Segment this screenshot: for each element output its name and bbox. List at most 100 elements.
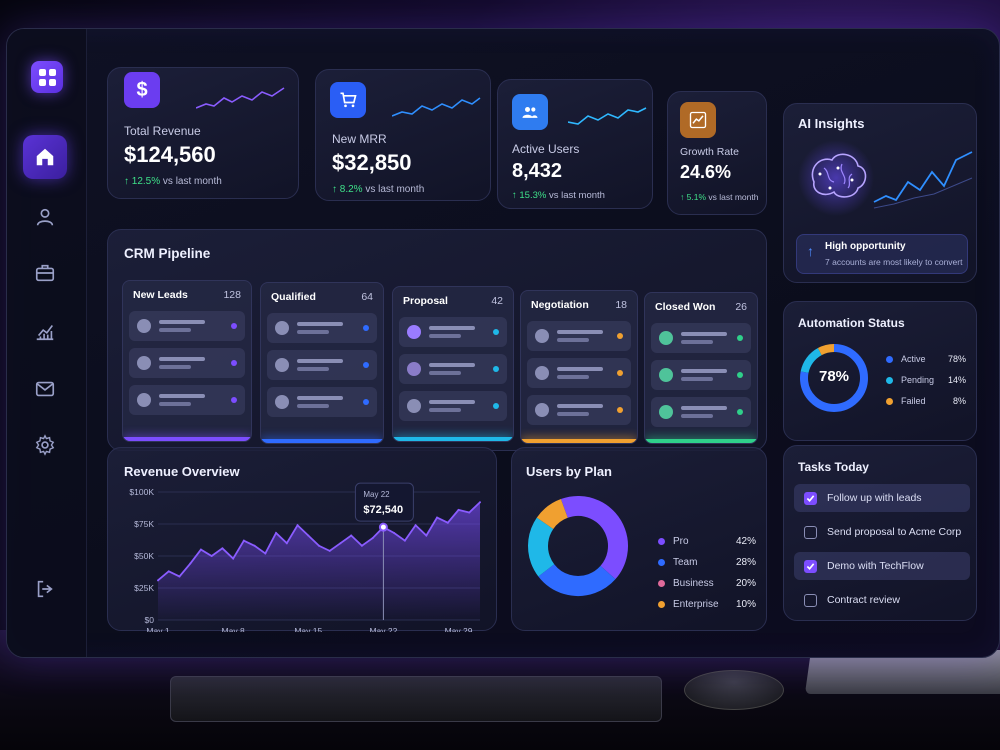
apps-logo-button[interactable] (31, 61, 63, 93)
revenue-data-point[interactable] (403, 539, 406, 542)
pipeline-deal-card[interactable] (267, 313, 377, 343)
pipeline-deal-card[interactable] (527, 395, 631, 425)
opportunity-text: 7 accounts are most likely to convert (825, 257, 963, 267)
task-checkbox[interactable] (804, 593, 817, 607)
pipeline-deal-card[interactable] (399, 317, 507, 347)
revenue-data-point[interactable] (339, 542, 342, 545)
task-checkbox[interactable] (804, 491, 817, 505)
users-sparkline (568, 107, 647, 125)
task-item[interactable]: Follow up with leads (794, 484, 970, 512)
revenue-tooltip: May 22 $72,540 (354, 482, 414, 522)
revenue-data-point[interactable] (414, 524, 417, 527)
revenue-data-point[interactable] (167, 570, 170, 573)
revenue-data-point[interactable] (468, 511, 471, 514)
task-item[interactable]: Demo with TechFlow (794, 552, 970, 580)
plans-title: Users by Plan (526, 464, 612, 479)
pipeline-column-count: 128 (223, 289, 241, 301)
pipeline-deal-card[interactable] (129, 348, 245, 378)
revenue-data-point[interactable] (350, 534, 353, 537)
kpi-card-total-revenue[interactable]: $ Total Revenue $124,560 ↑ 12.5% vs last… (107, 67, 299, 199)
pipeline-deal-card[interactable] (651, 397, 751, 427)
apps-grid-icon (38, 68, 56, 86)
task-label: Contract review (827, 594, 900, 606)
revenue-data-point[interactable] (242, 539, 245, 542)
revenue-data-point[interactable] (221, 547, 224, 550)
opportunity-banner[interactable]: ↑ High opportunity 7 accounts are most l… (796, 234, 968, 274)
ai-insights-card[interactable]: AI Insights ↑ High opportunity 7 account… (783, 103, 977, 283)
revenue-data-point[interactable] (253, 544, 256, 547)
revenue-data-point[interactable] (178, 575, 181, 578)
users-by-plan-donut[interactable] (526, 494, 630, 598)
revenue-data-point[interactable] (199, 548, 202, 551)
status-dot (363, 362, 369, 368)
plan-slice-business[interactable] (527, 495, 630, 598)
automation-segment-failed[interactable] (800, 344, 868, 412)
gear-icon (35, 434, 55, 456)
revenue-data-point[interactable] (446, 521, 449, 524)
pipeline-deal-card[interactable] (651, 360, 751, 390)
highlight-point[interactable] (378, 522, 388, 532)
task-item[interactable]: Send proposal to Acme Corp (794, 518, 970, 546)
pipeline-column-count: 18 (615, 299, 627, 311)
revenue-data-point[interactable] (189, 562, 192, 565)
revenue-data-point[interactable] (232, 557, 235, 560)
plan-slice-team[interactable] (527, 495, 630, 598)
kpi-card-active-users[interactable]: Active Users 8,432 ↑ 15.3% vs last month (497, 79, 653, 209)
nav-home[interactable] (23, 135, 67, 179)
revenue-data-point[interactable] (296, 524, 299, 527)
arrow-up-icon: ↑ (512, 190, 517, 201)
pipeline-deal-card[interactable] (399, 354, 507, 384)
revenue-data-point[interactable] (479, 501, 481, 504)
revenue-data-point[interactable] (157, 579, 159, 582)
pipeline-deal-card[interactable] (129, 385, 245, 415)
revenue-data-point[interactable] (264, 552, 267, 555)
task-checkbox[interactable] (804, 559, 817, 573)
revenue-data-point[interactable] (307, 534, 310, 537)
pipeline-deal-card[interactable] (527, 321, 631, 351)
sidebar (7, 29, 87, 657)
plan-slice-pro[interactable] (527, 495, 630, 598)
nav-analytics[interactable] (23, 309, 67, 353)
pipeline-column[interactable]: Closed Won 26 (644, 292, 758, 444)
pipeline-stage-bar (645, 439, 757, 443)
revenue-data-point[interactable] (360, 544, 363, 547)
placeholder-line (159, 357, 205, 361)
nav-mail[interactable] (23, 367, 67, 411)
pipeline-deal-card[interactable] (129, 311, 245, 341)
pipeline-column[interactable]: Proposal 42 (392, 286, 514, 442)
automation-status-card[interactable]: Automation Status 78% Active 78% Pending 14… (783, 301, 977, 441)
pipeline-stage-bar (123, 437, 251, 441)
revenue-data-point[interactable] (457, 508, 460, 511)
pipeline-column[interactable]: Qualified 64 (260, 282, 384, 444)
pipeline-column[interactable]: Negotiation 18 (520, 290, 638, 444)
nav-deals[interactable] (23, 251, 67, 295)
pipeline-deal-card[interactable] (267, 350, 377, 380)
kpi-card-new-mrr[interactable]: New MRR $32,850 ↑ 8.2% vs last month (315, 69, 491, 201)
pipeline-column[interactable]: New Leads 128 (122, 280, 252, 442)
pipeline-deal-card[interactable] (527, 358, 631, 388)
revenue-data-point[interactable] (285, 542, 288, 545)
placeholder-line (297, 367, 329, 371)
status-dot (617, 407, 623, 413)
revenue-data-point[interactable] (436, 516, 439, 519)
revenue-data-point[interactable] (328, 549, 331, 552)
revenue-data-point[interactable] (371, 537, 374, 540)
revenue-data-point[interactable] (425, 534, 428, 537)
revenue-data-point[interactable] (393, 531, 396, 534)
revenue-data-point[interactable] (210, 555, 213, 557)
placeholder-line (159, 365, 191, 369)
pipeline-title: CRM Pipeline (124, 246, 211, 261)
pipeline-deal-card[interactable] (267, 387, 377, 417)
legend-label: Pending (901, 375, 935, 385)
task-item[interactable]: Contract review (794, 586, 970, 614)
revenue-data-point[interactable] (275, 531, 278, 534)
pipeline-deal-card[interactable] (399, 391, 507, 421)
nav-settings[interactable] (23, 423, 67, 467)
nav-contacts[interactable] (23, 195, 67, 239)
task-checkbox[interactable] (804, 525, 817, 539)
revenue-data-point[interactable] (318, 544, 320, 547)
kpi-card-growth-rate[interactable]: Growth Rate 24.6% ↑ 5.1% vs last month (667, 91, 767, 215)
nav-logout[interactable] (23, 567, 67, 611)
pipeline-deal-card[interactable] (651, 323, 751, 353)
